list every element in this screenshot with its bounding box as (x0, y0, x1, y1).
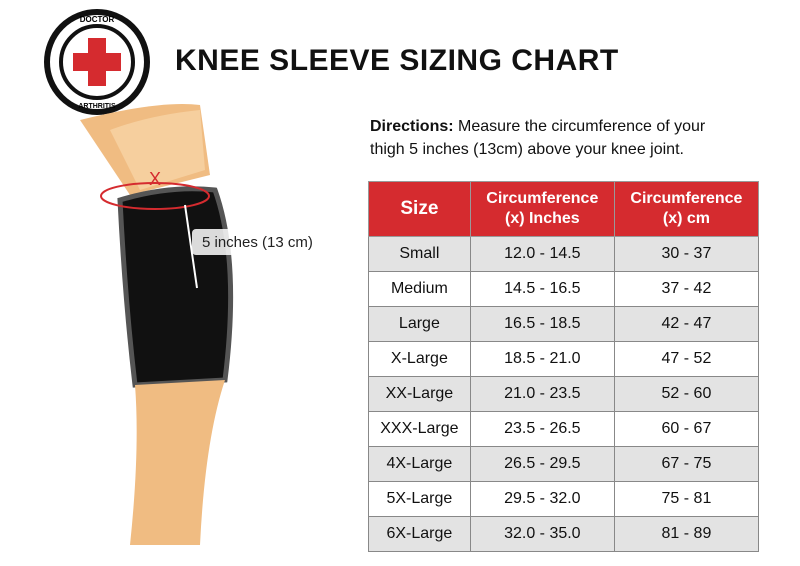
table-cell: 21.0 - 23.5 (469, 376, 615, 412)
table-row: XX-Large 21.0 - 23.5 52 - 60 (368, 376, 760, 412)
table-cell: XXX-Large (368, 411, 471, 447)
table-row: Large 16.5 - 18.5 42 - 47 (368, 306, 760, 342)
column-header: Circumference (x) Inches (469, 181, 615, 237)
table-cell: 26.5 - 29.5 (469, 446, 615, 482)
table-row: Medium 14.5 - 16.5 37 - 42 (368, 271, 760, 307)
table-cell: 16.5 - 18.5 (469, 306, 615, 342)
table-cell: Small (368, 236, 471, 272)
table-cell: 60 - 67 (613, 411, 760, 447)
table-cell: 81 - 89 (613, 516, 760, 552)
table-cell: Medium (368, 271, 471, 307)
table-row: Small 12.0 - 14.5 30 - 37 (368, 236, 760, 272)
thigh-light (110, 110, 205, 190)
table-cell: 42 - 47 (613, 306, 760, 342)
shin (130, 380, 225, 545)
table-cell: 30 - 37 (613, 236, 760, 272)
table-cell: 29.5 - 32.0 (469, 481, 615, 517)
directions-label: Directions: (370, 118, 454, 135)
table-cell: 12.0 - 14.5 (469, 236, 615, 272)
directions-text: Measure the circumference of your (458, 118, 706, 135)
table-cell: 37 - 42 (613, 271, 760, 307)
table-cell: 32.0 - 35.0 (469, 516, 615, 552)
table-cell: X-Large (368, 341, 471, 377)
table-cell: 47 - 52 (613, 341, 760, 377)
logo-bottom: ARTHRITIS (78, 103, 116, 110)
measure-ring (100, 182, 210, 210)
table-cell: 14.5 - 16.5 (469, 271, 615, 307)
measure-arrow (184, 204, 198, 289)
logo-top: DOCTOR (80, 15, 115, 24)
table-row: 4X-Large 26.5 - 29.5 67 - 75 (368, 446, 760, 482)
sleeve (117, 186, 234, 388)
label-bg (192, 229, 332, 255)
table-cell: 5X-Large (368, 481, 471, 517)
title: KNEE SLEEVE SIZING CHART (175, 44, 619, 77)
size-table: Size Circumference (x) Inches Circumferenc… (368, 181, 760, 552)
table-cell: 52 - 60 (613, 376, 760, 412)
column-header: Circumference (x) cm (613, 181, 760, 237)
table-cell: 67 - 75 (613, 446, 760, 482)
table-row: 6X-Large 32.0 - 35.0 81 - 89 (368, 516, 760, 552)
table-cell: 18.5 - 21.0 (469, 341, 615, 377)
table-cell: 23.5 - 26.5 (469, 411, 615, 447)
table-row: 5X-Large 29.5 - 32.0 75 - 81 (368, 481, 760, 517)
logo-cross (73, 38, 121, 86)
directions-line2: thigh 5 inches (13cm) above your knee jo… (370, 141, 684, 158)
table-row: X-Large 18.5 - 21.0 47 - 52 (368, 341, 760, 377)
table-cell: 4X-Large (368, 446, 471, 482)
distance-label: 5 inches (13 cm) (202, 234, 313, 251)
directions-line1: Directions: Measure the circumference of… (370, 118, 705, 136)
table-cell: XX-Large (368, 376, 471, 412)
table-cell: 6X-Large (368, 516, 471, 552)
x-mark: X (149, 169, 161, 189)
table-cell: 75 - 81 (613, 481, 760, 517)
table-row: XXX-Large 23.5 - 26.5 60 - 67 (368, 411, 760, 447)
column-header: Size (368, 181, 471, 237)
table-cell: Large (368, 306, 471, 342)
